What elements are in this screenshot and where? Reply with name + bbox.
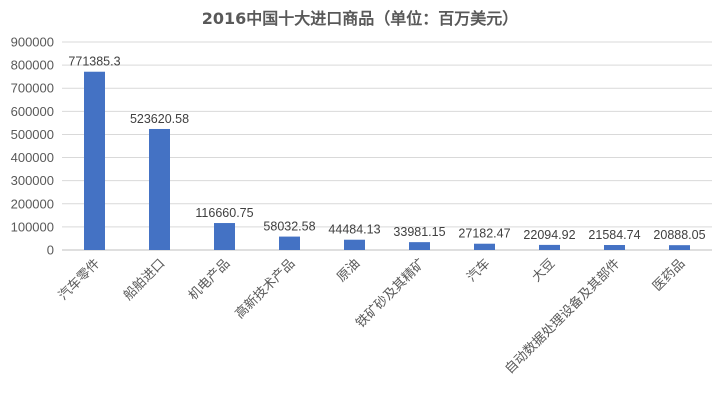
y-tick-label: 500000: [11, 127, 54, 142]
bar: [409, 242, 430, 250]
gridlines: [62, 41, 712, 251]
category-label: 船舶进口: [120, 256, 168, 304]
y-tick-label: 800000: [11, 58, 54, 73]
category-label: 医药品: [650, 256, 688, 294]
data-label: 27182.47: [458, 227, 510, 241]
y-tick-label: 300000: [11, 173, 54, 188]
data-labels: 771385.3 523620.58 116660.75 58032.58 44484.…: [68, 55, 705, 242]
data-label: 22094.92: [523, 228, 575, 242]
bar: [539, 244, 560, 250]
bar: [344, 239, 365, 250]
data-label: 523620.58: [130, 112, 189, 126]
data-label: 44484.13: [328, 223, 380, 237]
category-label: 大豆: [529, 256, 558, 285]
data-label: 116660.75: [195, 206, 253, 220]
y-axis-ticks: 0 100000 200000 300000 400000 500000 600000 700…: [11, 35, 54, 258]
chart-title: 2016中国十大进口商品（单位：百万美元）: [202, 9, 519, 28]
category-label: 原油: [334, 256, 363, 285]
category-label: 汽车零件: [55, 256, 103, 304]
bars: [84, 71, 690, 250]
category-label: 汽车: [464, 256, 494, 286]
bar: [214, 223, 235, 250]
data-label: 20888.05: [653, 228, 705, 242]
y-tick-label: 700000: [11, 81, 54, 96]
y-tick-label: 400000: [11, 150, 54, 165]
y-tick-label: 0: [47, 243, 54, 258]
bar: [669, 245, 690, 250]
data-label: 771385.3: [68, 55, 120, 69]
bar: [84, 71, 105, 250]
category-label: 高新技术产品: [232, 256, 298, 322]
category-label: 机电产品: [186, 256, 233, 303]
bar: [149, 128, 170, 250]
y-tick-label: 100000: [11, 219, 54, 234]
y-tick-label: 900000: [11, 35, 54, 50]
y-tick-label: 600000: [11, 104, 54, 119]
bar: [474, 243, 495, 250]
bar: [279, 236, 300, 250]
category-label: 铁矿砂及其精矿: [353, 256, 428, 331]
data-label: 33981.15: [393, 225, 445, 239]
category-label: 自动数据处理设备及其部件: [502, 256, 624, 378]
data-label: 58032.58: [263, 220, 315, 234]
y-tick-label: 200000: [11, 196, 54, 211]
bar: [604, 245, 625, 250]
data-label: 21584.74: [588, 228, 640, 242]
